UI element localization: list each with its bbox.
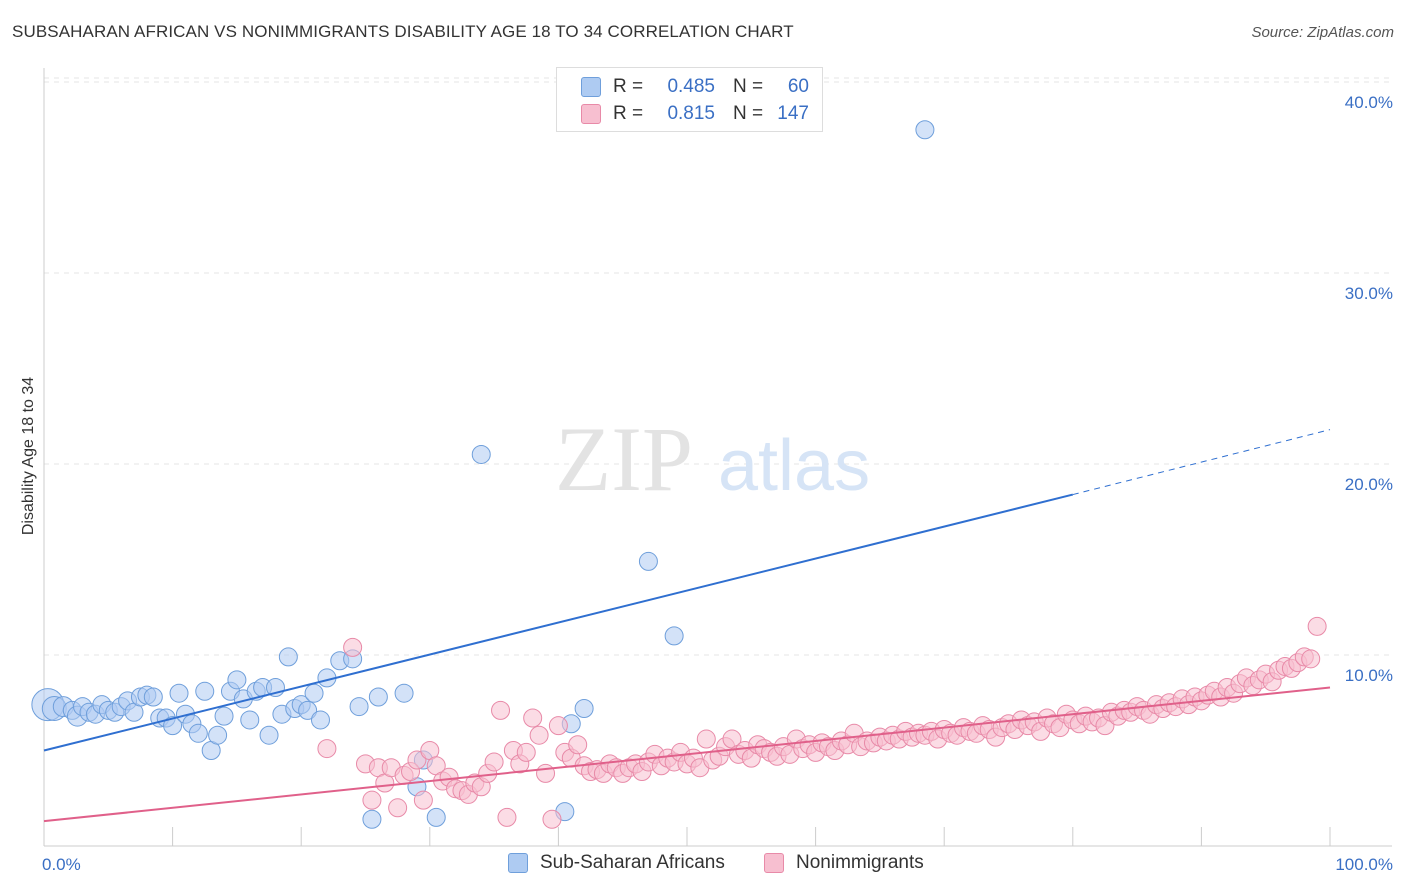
point-subsaharan — [426, 807, 446, 827]
point-subsaharan — [368, 687, 388, 707]
point-nonimmigrants — [1307, 616, 1327, 636]
point-subsaharan — [349, 697, 369, 717]
legend-r-value: 0.815 — [667, 103, 715, 124]
watermark-atlas: atlas — [718, 426, 870, 506]
point-subsaharan — [208, 725, 228, 745]
point-subsaharan — [169, 683, 189, 703]
trend-line-subsaharan-extension — [1072, 429, 1331, 496]
legend-swatch-blue — [581, 77, 601, 97]
point-nonimmigrants — [388, 798, 408, 818]
legend-n-value: 147 — [777, 103, 809, 124]
legend-n-label: N = — [733, 76, 764, 97]
legend-r-label: R = — [613, 103, 644, 124]
correlation-legend: R = 0.485 N = 60 R = 0.815 N = 147 — [556, 67, 823, 132]
legend-row-nonimmigrants: R = 0.815 N = 147 — [581, 101, 809, 127]
point-nonimmigrants — [413, 790, 433, 810]
point-nonimmigrants — [523, 708, 543, 728]
series-swatch-pink — [764, 853, 784, 873]
point-subsaharan — [304, 683, 324, 703]
point-nonimmigrants — [536, 763, 556, 783]
y-tick-label: 10.0% — [1345, 666, 1393, 685]
legend-n-label: N = — [733, 103, 764, 124]
x-tick-label-end: 100.0% — [1335, 855, 1393, 874]
series-legend-label: Nonimmigrants — [796, 852, 924, 873]
point-nonimmigrants — [696, 729, 716, 749]
data-points — [31, 120, 1327, 829]
point-subsaharan — [915, 120, 935, 140]
point-subsaharan — [310, 710, 330, 730]
y-tick-label: 30.0% — [1345, 284, 1393, 303]
point-nonimmigrants — [568, 735, 588, 755]
point-nonimmigrants — [484, 752, 504, 772]
point-subsaharan — [163, 716, 183, 736]
point-subsaharan — [240, 710, 260, 730]
trend-line-nonimmigrants — [43, 686, 1331, 823]
legend-n-value: 60 — [787, 76, 809, 97]
y-axis-label: Disability Age 18 to 34 — [20, 377, 37, 535]
point-subsaharan — [394, 683, 414, 703]
point-subsaharan — [362, 809, 382, 829]
legend-r-label: R = — [613, 76, 644, 97]
point-subsaharan — [214, 706, 234, 726]
series-legend-label: Sub-Saharan Africans — [540, 852, 725, 873]
point-nonimmigrants — [548, 716, 568, 736]
legend-r-value: 0.485 — [667, 76, 715, 97]
y-tick-label: 40.0% — [1345, 93, 1393, 112]
legend-row-subsaharan: R = 0.485 N = 60 — [581, 74, 809, 100]
series-swatch-blue — [508, 853, 528, 873]
legend-swatch-pink — [581, 104, 601, 124]
point-subsaharan — [188, 723, 208, 743]
point-nonimmigrants — [542, 809, 562, 829]
chart-title: SUBSAHARAN AFRICAN VS NONIMMIGRANTS DISA… — [12, 22, 794, 41]
trend-lines — [43, 429, 1331, 823]
point-subsaharan — [574, 698, 594, 718]
point-subsaharan — [227, 670, 247, 690]
grid-lines — [44, 77, 1392, 656]
trend-line-subsaharan — [43, 493, 1074, 752]
point-subsaharan — [471, 444, 491, 464]
watermark: ZIP atlas — [555, 408, 870, 510]
x-tick-label-start: 0.0% — [42, 855, 81, 874]
series-legend-item-nonimmigrants: Nonimmigrants — [764, 852, 924, 874]
series-legend: Sub-Saharan Africans Nonimmigrants — [0, 852, 1406, 878]
point-nonimmigrants — [407, 750, 427, 770]
source-label: Source: ZipAtlas.com — [1251, 24, 1394, 41]
y-tick-label: 20.0% — [1345, 475, 1393, 494]
tick-labels: 10.0% 20.0% 30.0% 40.0% 0.0% 100.0% — [42, 93, 1393, 874]
point-subsaharan — [143, 687, 163, 707]
point-subsaharan — [278, 647, 298, 667]
series-legend-item-subsaharan: Sub-Saharan Africans — [508, 852, 725, 874]
point-subsaharan — [664, 626, 684, 646]
point-nonimmigrants — [497, 807, 517, 827]
point-nonimmigrants — [317, 739, 337, 759]
point-nonimmigrants — [529, 725, 549, 745]
point-nonimmigrants — [1301, 649, 1321, 669]
watermark-zip: ZIP — [555, 408, 693, 510]
point-nonimmigrants — [491, 700, 511, 720]
point-nonimmigrants — [362, 790, 382, 810]
point-subsaharan — [298, 700, 318, 720]
point-nonimmigrants — [516, 742, 536, 762]
point-subsaharan — [638, 551, 658, 571]
point-subsaharan — [259, 725, 279, 745]
point-nonimmigrants — [343, 637, 363, 657]
point-subsaharan — [195, 681, 215, 701]
